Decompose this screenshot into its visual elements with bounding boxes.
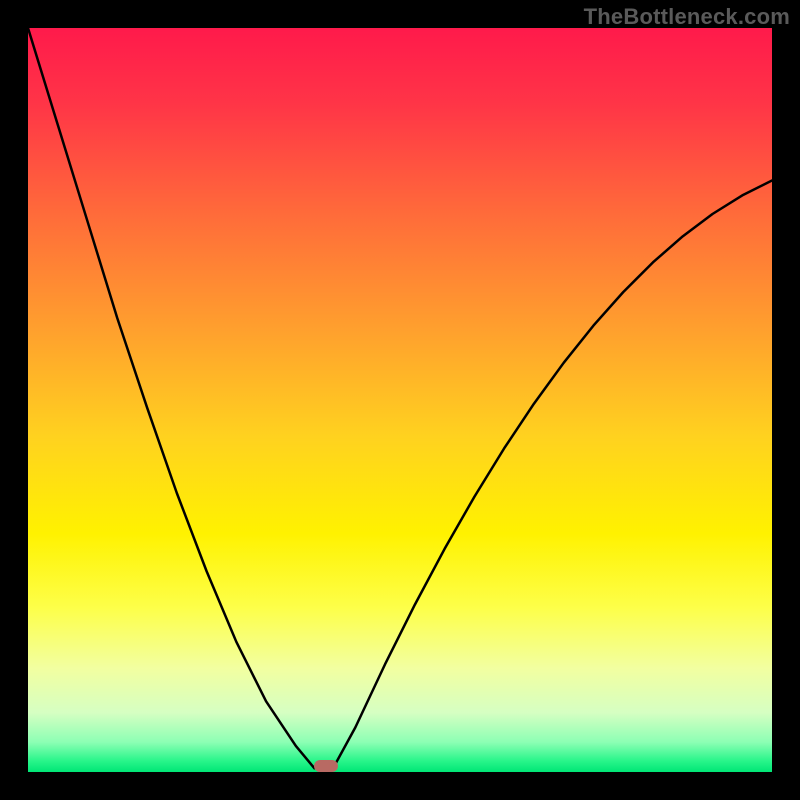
curve-layer	[28, 28, 772, 772]
plot-outer-frame	[0, 0, 800, 800]
optimal-point-marker	[314, 760, 338, 772]
bottleneck-curve	[28, 28, 772, 768]
watermark-text: TheBottleneck.com	[584, 4, 790, 30]
plot-area	[28, 28, 772, 772]
figure-container: TheBottleneck.com	[0, 0, 800, 800]
